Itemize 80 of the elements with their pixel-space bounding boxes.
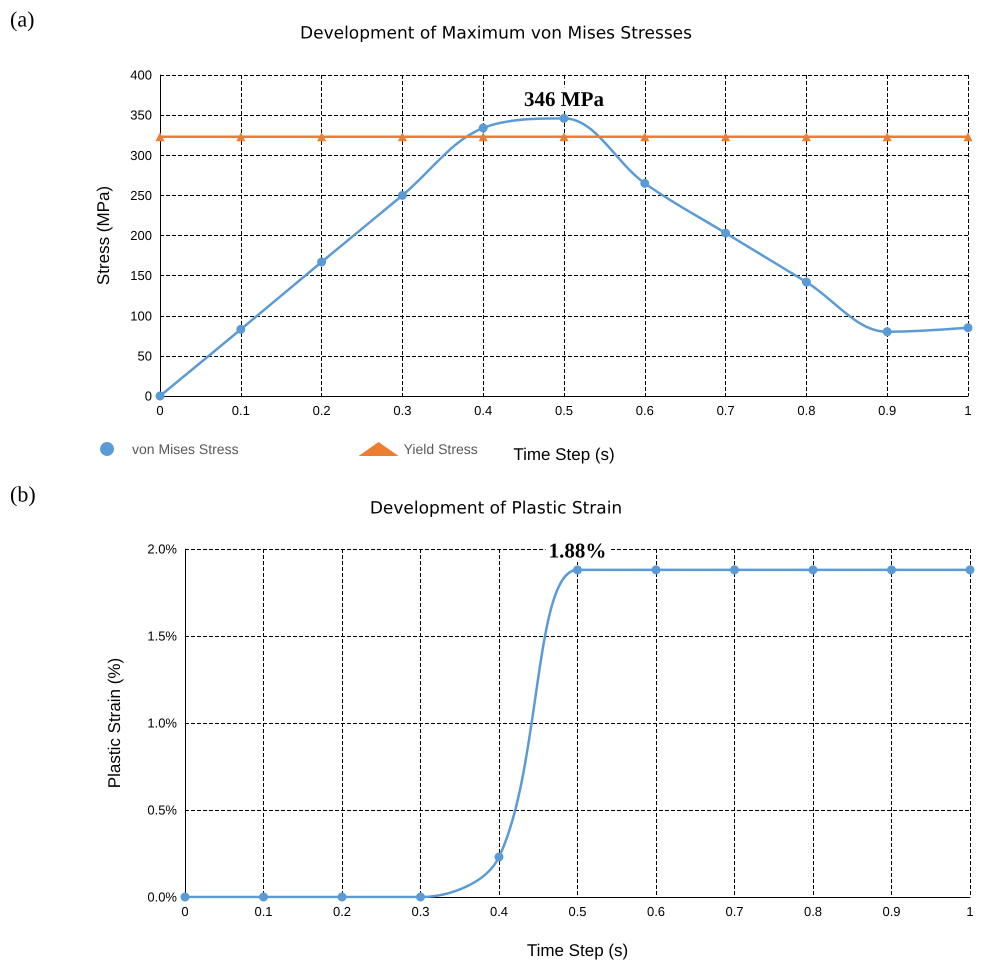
x-tick-label: 0 — [181, 904, 189, 919]
point — [721, 228, 730, 238]
y-axis-title: Stress (MPa) — [94, 186, 113, 286]
y-tick-label: 100 — [130, 308, 152, 324]
y-tick-label: 250 — [130, 188, 152, 203]
point — [887, 565, 896, 574]
point — [156, 392, 164, 400]
x-tick-label: 0.8 — [797, 403, 816, 418]
point — [338, 892, 346, 902]
point — [180, 892, 190, 902]
point — [259, 892, 268, 902]
y-tick-label: 1.5% — [147, 628, 178, 644]
chart-title: Development of Maximum von Mises Stresses — [300, 24, 692, 44]
x-tick-label: 0.1 — [254, 904, 273, 919]
point — [317, 257, 326, 266]
x-tick-label: 0.5 — [554, 403, 574, 418]
x-tick-label: 0.7 — [725, 904, 744, 919]
x-tick-label: 0.2 — [312, 403, 331, 418]
point — [964, 323, 972, 332]
x-tick-label: 0.9 — [882, 904, 901, 919]
y-tick-label: 1.0% — [147, 716, 178, 730]
chart-title: Development of Plastic Strain — [370, 498, 622, 518]
y-tick-label: 0.0% — [147, 890, 178, 904]
y-tick-label: 0.5% — [147, 802, 178, 818]
text: (a) — [10, 6, 34, 32]
y-tick-label: 150 — [130, 268, 152, 284]
point — [882, 132, 892, 142]
x-tick-label: 0.3 — [393, 403, 412, 418]
x-tick-label: 0.3 — [411, 904, 430, 919]
point — [640, 178, 650, 188]
point — [730, 565, 739, 574]
point — [721, 132, 730, 142]
x-tick-label: 1 — [964, 403, 972, 418]
point — [640, 132, 650, 142]
point — [560, 114, 568, 123]
point — [236, 324, 246, 334]
point — [416, 892, 425, 902]
x-tick-label: 0.7 — [716, 403, 735, 418]
y-axis-title: Plastic Strain (%) — [105, 658, 124, 788]
y-tick-label: 300 — [130, 148, 152, 163]
point — [494, 852, 504, 862]
point — [236, 132, 246, 142]
y-tick-label: 350 — [130, 108, 152, 123]
legend-label: Yield Stress — [404, 441, 478, 457]
point — [802, 278, 811, 287]
y-tick-label: 200 — [130, 228, 152, 243]
x-tick-label: 0.6 — [636, 403, 654, 418]
y-tick-label: 50 — [138, 348, 152, 364]
annotation: 1.88% — [548, 538, 606, 562]
point — [398, 132, 407, 142]
point — [882, 327, 892, 336]
x-tick-label: 0.1 — [232, 403, 250, 418]
x-tick-label: 0.8 — [804, 904, 822, 919]
x-tick-label: 0.2 — [332, 904, 352, 919]
point — [966, 565, 974, 574]
x-tick-label: 1 — [966, 904, 974, 919]
point — [317, 132, 326, 142]
text: (b) — [10, 482, 36, 506]
point — [478, 132, 488, 142]
point — [652, 565, 660, 574]
point — [573, 565, 582, 574]
point — [156, 132, 164, 142]
y-tick-label: 400 — [130, 68, 152, 82]
point — [560, 132, 568, 142]
x-axis-title: Time Step (s) — [526, 941, 628, 960]
x-tick-label: 0.4 — [474, 403, 492, 418]
point — [802, 132, 811, 142]
point — [808, 565, 818, 574]
x-tick-label: 0.9 — [878, 403, 896, 418]
point — [964, 132, 972, 142]
y-tick-label: 0 — [144, 388, 152, 404]
x-tick-label: 0.5 — [568, 904, 587, 919]
y-tick-label: 2.0% — [147, 542, 178, 556]
x-tick-label: 0.4 — [490, 904, 508, 919]
point — [398, 190, 407, 200]
legend-label: von Mises Stress — [132, 441, 239, 457]
annotation: 346 MPa — [524, 86, 604, 111]
point — [478, 123, 488, 132]
x-tick-label: 0.6 — [646, 904, 666, 919]
x-axis-title: Time Step (s) — [513, 445, 615, 464]
